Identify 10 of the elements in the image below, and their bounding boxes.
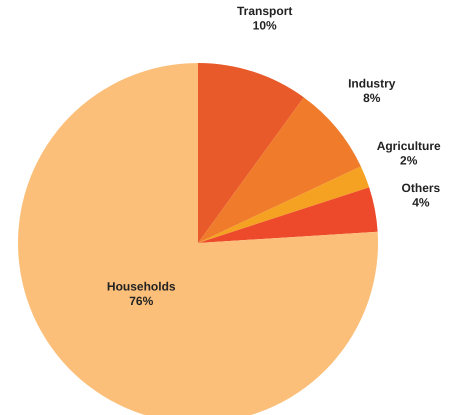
data-label: 10%: [252, 18, 278, 32]
data-label: 4%: [412, 196, 430, 210]
slice-label: Others: [402, 181, 441, 196]
slice-label: Transport: [237, 4, 292, 18]
data-label: 2%: [400, 154, 418, 168]
data-label: 76%: [129, 294, 154, 308]
slice-label: Industry: [348, 76, 396, 91]
slice-label: Households: [106, 280, 176, 294]
data-label: 8%: [363, 91, 381, 106]
slice-label: Agriculture: [376, 139, 442, 154]
